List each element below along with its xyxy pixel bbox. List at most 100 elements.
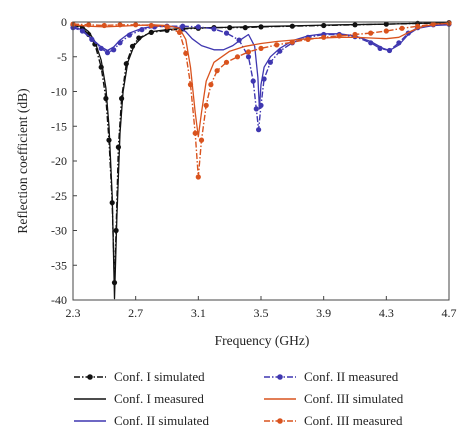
x-tick-label: 2.7	[128, 306, 143, 320]
data-point	[187, 82, 194, 88]
reflection-coefficient-chart: 2.3 2.7 3.1 3.5 3.9 4.3 4.7 0 -5 -10 -15 -20 -25 -30 -…	[15, 15, 457, 348]
y-tick-label: -40	[51, 293, 67, 307]
data-point	[104, 50, 111, 56]
data-point	[305, 36, 311, 43]
legend-label: Conf. III simulated	[304, 391, 404, 406]
data-point	[119, 95, 125, 102]
data-point	[195, 174, 201, 180]
series-line	[72, 22, 450, 138]
data-point	[368, 40, 374, 46]
legend-item-conf-ii-simulated: Conf. II simulated	[72, 412, 209, 430]
x-axis-label: Frequency (GHz)	[215, 333, 310, 348]
data-point	[258, 102, 264, 108]
data-point	[261, 76, 267, 82]
data-point	[208, 82, 214, 88]
data-point	[192, 130, 198, 136]
y-tick-label: -15	[51, 119, 67, 133]
data-point	[352, 31, 358, 38]
x-tick-label: 3.9	[316, 306, 331, 320]
data-point	[396, 40, 402, 46]
data-point	[245, 49, 252, 55]
data-point	[223, 59, 230, 65]
x-tick-label: 4.7	[442, 306, 457, 320]
data-point	[148, 22, 154, 29]
legend-item-conf-iii-simulated: Conf. III simulated	[262, 390, 403, 408]
x-tick-label: 3.5	[254, 306, 269, 320]
swatch-marker	[277, 374, 283, 380]
legend-item-conf-iii-measured: Conf. III measured	[262, 412, 403, 430]
data-point	[430, 21, 436, 27]
legend-item-conf-ii-measured: Conf. II measured	[262, 368, 398, 386]
legend-swatch-conf-iii-measured	[264, 418, 296, 424]
legend-swatch-conf-ii-simulated	[74, 420, 106, 422]
y-tick-label: 0	[61, 15, 67, 29]
tick-layer: 2.3 2.7 3.1 3.5 3.9 4.3 4.7 0 -5 -10 -15 -20 -25 -30 -…	[51, 15, 457, 320]
series-conf-iii-simulated	[72, 22, 450, 138]
series-conf-ii-simulated	[72, 24, 450, 110]
data-point	[377, 45, 383, 52]
x-tick-label: 4.3	[379, 306, 394, 320]
plot-frame	[72, 21, 450, 301]
data-point	[236, 37, 242, 43]
data-point	[250, 78, 256, 84]
legend-swatch-conf-i-simulated	[74, 374, 106, 380]
y-tick-label: -30	[51, 224, 67, 238]
data-point	[223, 30, 230, 36]
data-point	[234, 54, 241, 60]
series-line	[72, 22, 450, 300]
data-point	[245, 54, 252, 60]
legend-label: Conf. I simulated	[114, 369, 205, 384]
data-point	[126, 32, 132, 38]
data-point	[98, 45, 104, 52]
data-point	[253, 106, 259, 112]
series-conf-i-measured	[72, 22, 450, 300]
legend-label: Conf. II simulated	[114, 413, 209, 428]
y-tick-label: -5	[57, 50, 67, 64]
data-point	[267, 59, 273, 65]
data-point	[336, 33, 342, 39]
data-point	[277, 48, 283, 54]
swatch-marker	[277, 418, 283, 424]
legend: Conf. I simulated Conf. I measured Conf.…	[0, 364, 474, 440]
series-line	[72, 22, 450, 178]
data-point	[164, 24, 170, 30]
data-point	[133, 22, 139, 28]
y-tick-label: -10	[51, 85, 67, 99]
legend-item-conf-i-measured: Conf. I measured	[72, 390, 204, 408]
data-point	[86, 22, 92, 28]
data-point	[195, 24, 201, 30]
data-point	[117, 22, 123, 28]
legend-label: Conf. II measured	[304, 369, 399, 384]
legend-swatch-conf-i-measured	[74, 398, 106, 400]
legend-label: Conf. III measured	[304, 413, 403, 428]
data-point	[115, 144, 121, 150]
data-point	[89, 36, 95, 43]
series-conf-i-simulated	[70, 20, 452, 286]
data-point	[321, 34, 327, 40]
data-point	[180, 23, 186, 29]
data-point	[242, 25, 248, 31]
legend-item-conf-i-simulated: Conf. I simulated	[72, 368, 205, 386]
legend-swatch-conf-iii-simulated	[264, 398, 296, 400]
data-point	[183, 50, 189, 56]
data-point	[211, 26, 217, 32]
y-tick-label: -25	[51, 189, 67, 203]
x-tick-label: 2.3	[66, 306, 81, 320]
data-point	[101, 22, 107, 29]
data-point	[203, 102, 209, 108]
series-line	[72, 23, 450, 131]
legend-label: Conf. I measured	[114, 391, 204, 406]
data-point	[79, 28, 85, 34]
data-point	[198, 137, 205, 143]
series-line	[72, 22, 450, 284]
y-tick-label: -20	[51, 154, 67, 168]
data-point	[103, 95, 109, 102]
series-layer	[70, 20, 452, 300]
data-point	[383, 28, 389, 34]
series-line	[72, 24, 450, 110]
data-point	[256, 127, 262, 133]
data-point	[399, 25, 405, 31]
data-point	[368, 30, 374, 36]
data-point	[139, 27, 145, 33]
data-point	[415, 23, 421, 29]
